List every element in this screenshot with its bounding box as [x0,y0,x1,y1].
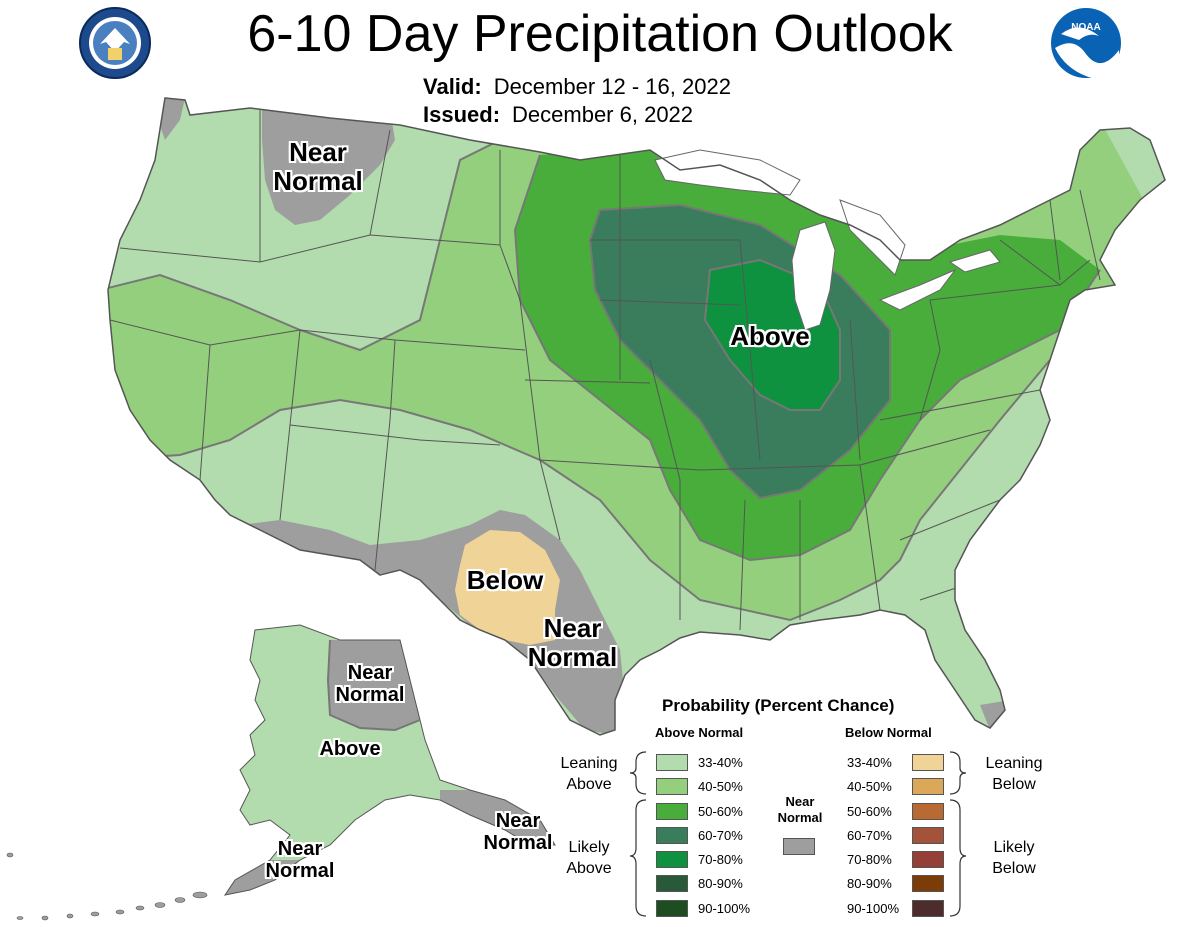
issued-value: December 6, 2022 [512,102,694,127]
legend-likely-below: Likely Below [992,839,1036,877]
label-nw-near-normal: Near Normal [273,137,363,196]
swatch-below-40-50 [912,778,944,795]
legend-leaning-below: Leaning Below [985,755,1043,793]
swatch-above-50-60 [656,803,688,820]
legend-below-header: Below Normal [845,725,932,740]
legend-below-label: 33-40% [847,755,892,770]
label-tx-below: Below [466,565,544,595]
label-ak-near-normal-south: Near Normal [265,838,335,882]
legend-below-label: 90-100% [847,901,900,916]
label-ak-above: Above [319,738,381,760]
label-tx-near-normal: Near Normal [527,613,618,672]
legend-near-normal-label: Near Normal [777,794,823,825]
legend-above-label: 40-50% [698,779,743,794]
swatch-below-60-70 [912,827,944,844]
swatch-below-50-60 [912,803,944,820]
valid-label: Valid: [423,74,482,99]
issued-label: Issued: [423,102,501,127]
legend-above-label: 70-80% [698,852,743,867]
swatch-below-33-40 [912,754,944,771]
legend-below-label: 80-90% [847,876,892,891]
valid-line: Valid: December 12 - 16, 2022 [423,74,731,100]
legend-below-label: 60-70% [847,828,892,843]
legend-above-label: 33-40% [698,755,743,770]
state-boundaries [109,110,1101,631]
legend-above-header: Above Normal [655,725,744,740]
swatch-near-normal [783,838,815,855]
valid-value: December 12 - 16, 2022 [493,74,731,99]
swatch-above-40-50 [656,778,688,795]
legend-below-label: 70-80% [847,852,892,867]
aleutian-islands [6,852,208,921]
swatch-above-80-90 [656,875,688,892]
label-ak-near-normal-north: Near Normal [335,662,405,706]
legend-above-label: 80-90% [698,876,743,891]
swatch-below-80-90 [912,875,944,892]
great-lakes [654,149,1001,331]
page-title: 6-10 Day Precipitation Outlook [247,5,953,63]
legend-below-label: 40-50% [847,779,892,794]
legend-likely-above: Likely Above [566,839,612,877]
swatch-below-70-80 [912,851,944,868]
swatch-above-60-70 [656,827,688,844]
swatch-above-90-100 [656,900,688,917]
label-ak-near-normal-east: Near Normal [483,810,553,854]
legend-above-label: 60-70% [698,828,743,843]
swatch-above-33-40 [656,754,688,771]
commerce-seal-icon [79,7,151,79]
legend-leaning-above: Leaning Above [560,755,618,793]
issued-line: Issued: December 6, 2022 [423,102,693,128]
label-midwest-above: Above [730,321,810,351]
legend-above-label: 50-60% [698,804,743,819]
legend-title: Probability (Percent Chance) [662,696,895,715]
legend-above-label: 90-100% [698,901,751,916]
noaa-text: NOAA [1071,22,1100,33]
legend-below-label: 50-60% [847,804,892,819]
swatch-below-90-100 [912,900,944,917]
swatch-above-70-80 [656,851,688,868]
noaa-logo-icon: NOAA [1051,8,1121,78]
